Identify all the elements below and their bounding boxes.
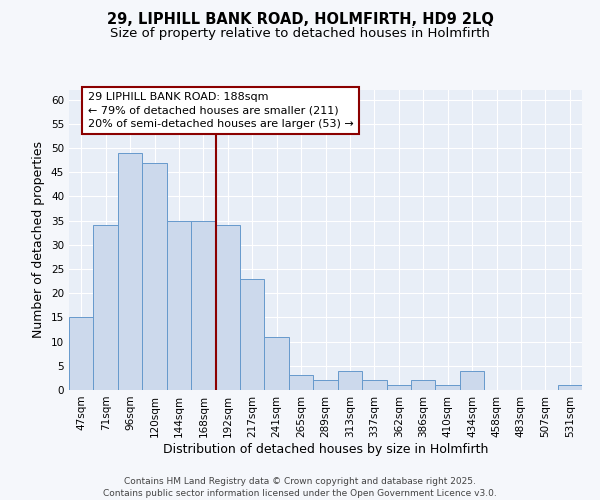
Bar [215, 226, 240, 390]
Text: 29, LIPHILL BANK ROAD, HOLMFIRTH, HD9 2LQ: 29, LIPHILL BANK ROAD, HOLMFIRTH, HD9 2L… [107, 12, 493, 28]
Text: Size of property relative to detached houses in Holmfirth: Size of property relative to detached ho… [110, 28, 490, 40]
Bar [240, 278, 265, 390]
Bar [191, 220, 215, 390]
Bar [338, 370, 362, 390]
Bar [313, 380, 338, 390]
Bar [69, 318, 94, 390]
Text: 29 LIPHILL BANK ROAD: 188sqm
← 79% of detached houses are smaller (211)
20% of s: 29 LIPHILL BANK ROAD: 188sqm ← 79% of de… [88, 92, 354, 129]
Text: Contains HM Land Registry data © Crown copyright and database right 2025.
Contai: Contains HM Land Registry data © Crown c… [103, 476, 497, 498]
Bar [142, 162, 167, 390]
Bar [557, 385, 582, 390]
Bar [118, 153, 142, 390]
X-axis label: Distribution of detached houses by size in Holmfirth: Distribution of detached houses by size … [163, 442, 488, 456]
Bar [167, 220, 191, 390]
Bar [289, 376, 313, 390]
Bar [94, 226, 118, 390]
Y-axis label: Number of detached properties: Number of detached properties [32, 142, 46, 338]
Bar [411, 380, 436, 390]
Bar [436, 385, 460, 390]
Bar [265, 337, 289, 390]
Bar [460, 370, 484, 390]
Bar [386, 385, 411, 390]
Bar [362, 380, 386, 390]
